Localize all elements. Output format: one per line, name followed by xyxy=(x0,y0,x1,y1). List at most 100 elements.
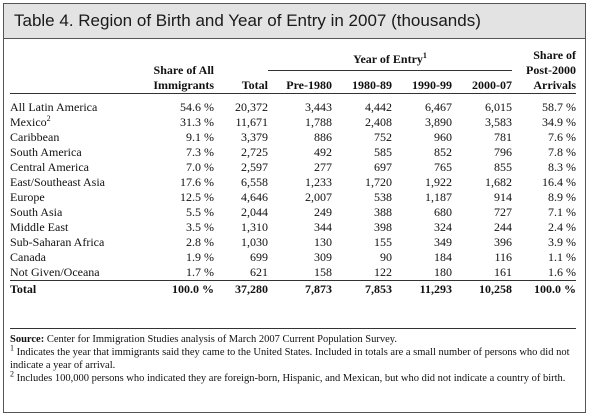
footnote-2: 2 Includes 100,000 persons who indicated… xyxy=(10,370,576,385)
row-label: Canada xyxy=(10,250,122,265)
cell-y1990: 184 xyxy=(434,250,452,264)
cell-pre1980: 2,007 xyxy=(305,190,332,204)
header-share: Share of All Immigrants xyxy=(122,48,214,93)
header-post-line3: Arrivals xyxy=(533,78,577,92)
cell-y2000: 161 xyxy=(494,265,513,279)
table-row: South Asia 5.5 % 2,044 249 388 680 727 7.1 % xyxy=(10,205,576,220)
cell-share: 100.0 % xyxy=(122,280,214,297)
cell-post: 100.0 % xyxy=(512,280,577,297)
footnote-1-text: Indicates the year that immigrants said … xyxy=(10,347,570,371)
cell-y1980: 752 xyxy=(374,130,392,144)
table-row: Central America 7.0 % 2,597 277 697 765 855 8.3… xyxy=(10,160,576,175)
cell-y1990: 349 xyxy=(434,235,452,249)
cell-total: 2,044 xyxy=(241,205,268,219)
footnote-1: 1 Indicates the year that immigrants sai… xyxy=(10,344,576,372)
row-label: Europe xyxy=(10,190,122,205)
row-label: Not Given/Oceana xyxy=(10,265,122,281)
cell-post: 34.9 % xyxy=(542,115,577,129)
row-label: Central America xyxy=(10,160,122,175)
source-label: Source: xyxy=(10,334,45,345)
cell-total: 11,671 xyxy=(235,115,268,129)
cell-y1990: 6,467 xyxy=(425,100,452,114)
header-year-of-entry-sup: 1 xyxy=(422,50,427,60)
data-table: Share of All Immigrants Year of Entry1 S… xyxy=(10,48,577,297)
row-label: Middle East xyxy=(10,220,122,235)
row-label-text: Total xyxy=(10,282,37,296)
cell-share: 7.0 % xyxy=(186,160,214,174)
header-1990-99: 1990-99 xyxy=(412,78,452,92)
cell-y2000: 396 xyxy=(494,235,513,249)
table-row: East/Southeast Asia 17.6 % 6,558 1,233 1,720… xyxy=(10,175,576,190)
cell-y2000: 855 xyxy=(494,160,513,174)
cell-y1990: 680 xyxy=(434,205,452,219)
table-row: All Latin America 54.6 % 20,372 3,443 4,442 6… xyxy=(10,100,576,115)
cell-post: 1.6 % xyxy=(548,265,577,279)
cell-y2000: 1,682 xyxy=(485,175,513,189)
row-label: South Asia xyxy=(10,205,122,220)
cell-y2000: 244 xyxy=(494,220,513,234)
cell-pre1980: 1,233 xyxy=(305,175,332,189)
cell-y1980: 7,853 xyxy=(332,280,392,297)
cell-total: 6,558 xyxy=(241,175,268,189)
row-label-text: Mexico xyxy=(10,115,47,129)
cell-share: 5.5 % xyxy=(186,205,214,219)
cell-share: 12.5 % xyxy=(180,190,214,204)
cell-total: 2,597 xyxy=(241,160,268,174)
cell-y1990: 765 xyxy=(434,160,452,174)
header-2000-07: 2000-07 xyxy=(472,78,513,92)
header-share-line2: Immigrants xyxy=(153,78,214,92)
cell-pre1980: 249 xyxy=(314,205,332,219)
cell-y1980: 122 xyxy=(374,265,392,279)
cell-share: 17.6 % xyxy=(180,175,214,189)
table-row: Canada 1.9 % 699 309 90 184 116 1.1 % xyxy=(10,250,576,265)
source-text: Center for Immigration Studies analysis … xyxy=(44,334,397,345)
cell-share: 1.9 % xyxy=(186,250,214,264)
cell-total: 20,372 xyxy=(235,100,268,114)
row-label: South America xyxy=(10,145,122,160)
cell-y1980: 538 xyxy=(374,190,392,204)
cell-post: 8.9 % xyxy=(548,190,577,204)
cell-total: 4,646 xyxy=(241,190,268,204)
row-label-text: East/Southeast Asia xyxy=(10,175,105,189)
cell-y1980: 388 xyxy=(374,205,392,219)
table-total-row: Total 100.0 % 37,280 7,873 7,853 11,293 10,258… xyxy=(10,280,577,297)
cell-total: 2,725 xyxy=(241,145,268,159)
cell-y1990: 324 xyxy=(434,220,452,234)
cell-post: 58.7 % xyxy=(542,100,577,114)
cell-y2000: 6,015 xyxy=(485,100,513,114)
cell-y1990: 960 xyxy=(434,130,452,144)
cell-share: 31.3 % xyxy=(180,115,214,129)
row-label: Caribbean xyxy=(10,130,122,145)
table-title: Table 4. Region of Birth and Year of Ent… xyxy=(4,4,585,39)
cell-total: 37,280 xyxy=(214,280,268,297)
cell-post: 3.9 % xyxy=(548,235,577,249)
cell-y2000: 781 xyxy=(494,130,513,144)
cell-y1980: 697 xyxy=(374,160,392,174)
cell-y1980: 398 xyxy=(374,220,392,234)
cell-y2000: 10,258 xyxy=(452,280,513,297)
row-label-text: South America xyxy=(10,145,82,159)
row-label-text: Canada xyxy=(10,250,46,264)
cell-y1980: 4,442 xyxy=(365,100,392,114)
cell-post: 1.1 % xyxy=(548,250,577,264)
cell-pre1980: 7,873 xyxy=(268,280,332,297)
row-label: Sub-Saharan Africa xyxy=(10,235,122,250)
cell-pre1980: 309 xyxy=(314,250,332,264)
row-label-text: Sub-Saharan Africa xyxy=(10,235,105,249)
cell-y2000: 116 xyxy=(494,250,513,264)
cell-pre1980: 277 xyxy=(314,160,332,174)
row-label-text: All Latin America xyxy=(10,100,98,114)
cell-y1980: 2,408 xyxy=(365,115,392,129)
cell-post: 7.1 % xyxy=(548,205,577,219)
header-year-of-entry-label: Year of Entry xyxy=(353,51,423,66)
cell-y1990: 3,890 xyxy=(425,115,452,129)
row-label-text: South Asia xyxy=(10,205,63,219)
cell-post: 7.8 % xyxy=(548,145,577,159)
cell-y1990: 852 xyxy=(434,145,452,159)
cell-pre1980: 3,443 xyxy=(305,100,332,114)
cell-pre1980: 344 xyxy=(314,220,332,234)
row-label: All Latin America xyxy=(10,100,122,115)
cell-y2000: 3,583 xyxy=(485,115,513,129)
cell-total: 1,310 xyxy=(241,220,268,234)
header-share-line1: Share of All xyxy=(153,63,214,77)
